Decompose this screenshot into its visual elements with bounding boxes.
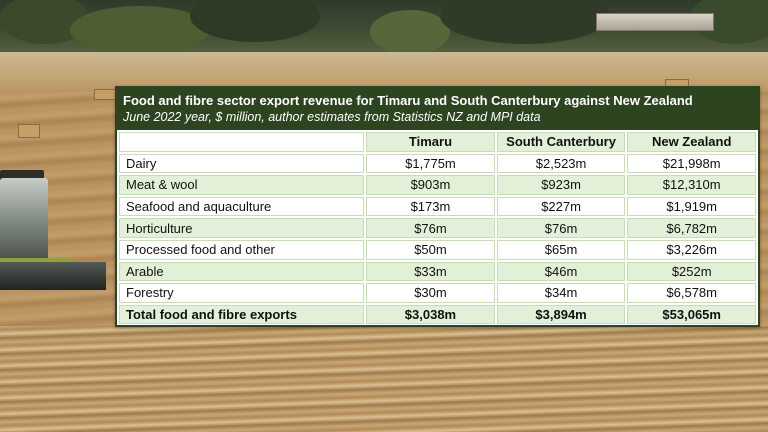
tree [70, 6, 210, 54]
timaru-total: $3,038m [366, 304, 495, 325]
hay-bale [94, 89, 116, 100]
table-header-bar: Food and fibre sector export revenue for… [117, 88, 758, 130]
south-canterbury-value: $2,523m [496, 153, 626, 174]
column-header-timaru: Timaru [366, 132, 495, 152]
total-row: Total food and fibre exports $3,038m $3,… [119, 304, 756, 325]
row-label: Horticulture [119, 218, 365, 238]
new-zealand-value: $6,578m [627, 283, 756, 303]
new-zealand-value: $3,226m [627, 239, 756, 260]
row-label: Processed food and other [119, 239, 365, 260]
timaru-value: $33m [366, 261, 495, 282]
new-zealand-value: $6,782m [627, 218, 756, 238]
timaru-value: $1,775m [366, 153, 495, 174]
south-canterbury-value: $227m [496, 196, 626, 217]
table-row: Arable $33m $46m $252m [119, 261, 756, 282]
hay-bale [18, 124, 40, 138]
combine-harvester-header [0, 262, 106, 290]
table-row: Processed food and other $50m $65m $3,22… [119, 239, 756, 260]
south-canterbury-value: $65m [496, 239, 626, 260]
total-label: Total food and fibre exports [119, 304, 365, 325]
south-canterbury-value: $46m [496, 261, 626, 282]
tree [370, 10, 450, 54]
new-zealand-total: $53,065m [627, 304, 756, 325]
south-canterbury-total: $3,894m [496, 304, 626, 325]
tree [440, 0, 610, 44]
table-row: Meat & wool $903m $923m $12,310m [119, 175, 756, 195]
new-zealand-value: $252m [627, 261, 756, 282]
combine-harvester-stripe [0, 258, 70, 262]
new-zealand-value: $12,310m [627, 175, 756, 195]
column-header-label [119, 132, 365, 152]
row-label: Dairy [119, 153, 365, 174]
farm-shed [596, 13, 714, 31]
table-title: Food and fibre sector export revenue for… [123, 93, 693, 108]
timaru-value: $50m [366, 239, 495, 260]
timaru-value: $903m [366, 175, 495, 195]
south-canterbury-value: $923m [496, 175, 626, 195]
new-zealand-value: $1,919m [627, 196, 756, 217]
column-header-row: Timaru South Canterbury New Zealand [119, 132, 756, 152]
timaru-value: $173m [366, 196, 495, 217]
export-revenue-table: Timaru South Canterbury New Zealand Dair… [117, 130, 758, 326]
row-label: Seafood and aquaculture [119, 196, 365, 217]
table-row: Horticulture $76m $76m $6,782m [119, 218, 756, 238]
straw-rows [0, 326, 768, 432]
export-revenue-table-card: Food and fibre sector export revenue for… [115, 86, 760, 327]
south-canterbury-value: $34m [496, 283, 626, 303]
south-canterbury-value: $76m [496, 218, 626, 238]
column-header-south-canterbury: South Canterbury [496, 132, 626, 152]
new-zealand-value: $21,998m [627, 153, 756, 174]
table-subtitle: June 2022 year, $ million, author estima… [123, 110, 541, 124]
tree [190, 0, 320, 42]
table-row: Seafood and aquaculture $173m $227m $1,9… [119, 196, 756, 217]
far-field [0, 52, 768, 92]
row-label: Meat & wool [119, 175, 365, 195]
timaru-value: $76m [366, 218, 495, 238]
row-label: Forestry [119, 283, 365, 303]
combine-harvester [0, 178, 48, 270]
timaru-value: $30m [366, 283, 495, 303]
row-label: Arable [119, 261, 365, 282]
column-header-new-zealand: New Zealand [627, 132, 756, 152]
table-row: Dairy $1,775m $2,523m $21,998m [119, 153, 756, 174]
table-row: Forestry $30m $34m $6,578m [119, 283, 756, 303]
